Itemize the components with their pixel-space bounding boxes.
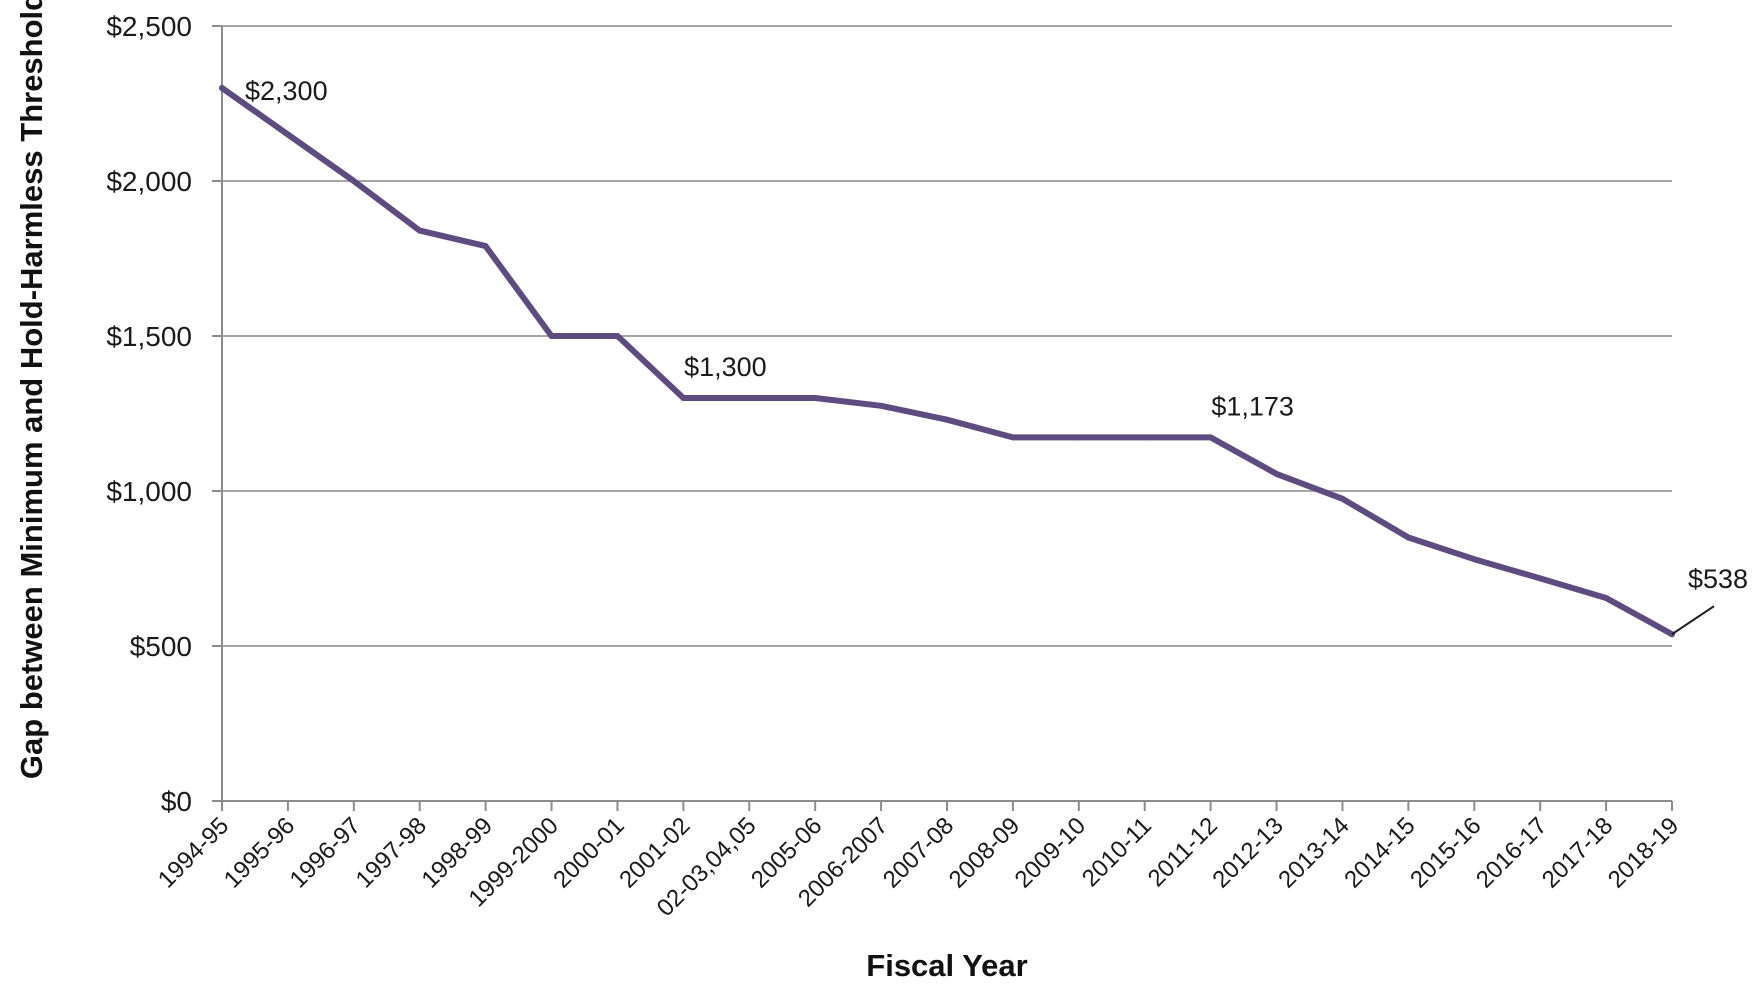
data-label: $1,173 [1211, 391, 1294, 421]
x-tick-label: 2008-09 [944, 812, 1025, 893]
series-line [219, 85, 1675, 638]
x-tick-label: 2000-01 [548, 812, 629, 893]
x-tick-label: 2010-11 [1077, 812, 1157, 892]
x-tick-label: 1997-98 [351, 812, 432, 893]
data-point [1207, 434, 1214, 441]
y-axis-title: Gap between Minimum and Hold-Harmless Th… [14, 0, 49, 779]
data-point [1471, 556, 1478, 563]
x-tick-label: 2015-16 [1405, 812, 1486, 893]
data-label: $2,300 [245, 76, 328, 106]
y-tick-label: $2,000 [106, 166, 192, 197]
data-point [1273, 470, 1280, 477]
data-point [219, 85, 225, 91]
data-point [878, 402, 885, 409]
y-tick-labels: $0 $500 $1,000 $1,500 $2,000 $2,500 [106, 11, 192, 817]
data-point [1009, 434, 1016, 441]
x-tick-label: 2011-12 [1143, 812, 1223, 892]
data-point [482, 243, 489, 250]
x-tick-label: 2014-15 [1339, 812, 1420, 893]
data-point [944, 416, 950, 423]
y-tick-label: $2,500 [106, 11, 192, 42]
data-point [284, 131, 291, 138]
x-tick-label: 2013-14 [1273, 812, 1354, 893]
data-point [1405, 534, 1412, 541]
gridlines [222, 25, 1672, 647]
data-point [1141, 434, 1148, 441]
x-tick-label: 1995-96 [219, 812, 300, 893]
data-label: $538 [1688, 564, 1748, 594]
data-point [548, 333, 555, 339]
data-point [812, 395, 819, 401]
data-point [416, 227, 423, 234]
series-lines [219, 85, 1675, 638]
x-tick-label: 2012-13 [1207, 812, 1288, 893]
y-tick-label: $1,000 [106, 476, 192, 507]
data-labels: $2,300 $1,300 $1,173 $538 [245, 76, 1748, 636]
data-point [1339, 495, 1346, 502]
x-tick-label: 2007-08 [878, 812, 959, 893]
data-point [1603, 594, 1610, 601]
data-point [680, 395, 687, 401]
axes [212, 25, 1673, 811]
y-tick-label: $1,500 [106, 321, 192, 352]
data-label-leader [1671, 605, 1715, 636]
x-tick-label: 1994-95 [153, 812, 234, 893]
data-point [350, 178, 357, 184]
data-point [614, 333, 621, 339]
x-axis-title: Fiscal Year [866, 948, 1027, 983]
data-point [746, 395, 753, 401]
y-tick-label: $0 [161, 786, 192, 817]
data-label: $1,300 [684, 352, 767, 382]
data-point [1075, 434, 1082, 441]
x-tick-label: 2016-17 [1471, 812, 1552, 893]
data-point [1537, 575, 1544, 582]
x-tick-label: 1996-97 [285, 812, 366, 893]
x-tick-label: 2009-10 [1010, 812, 1091, 893]
y-tick-label: $500 [130, 631, 192, 662]
x-tick-label: 2017-18 [1537, 812, 1618, 893]
x-tick-labels: 1994-951995-961996-971997-981998-991999-… [153, 812, 1684, 922]
x-tick-label: 2018-19 [1603, 812, 1684, 893]
